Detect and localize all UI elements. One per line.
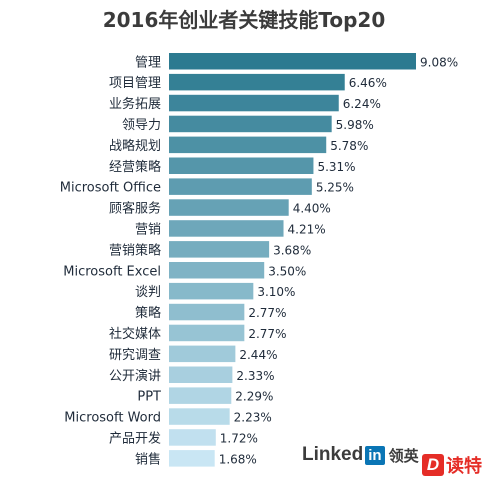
value-label: 4.21%: [288, 222, 326, 236]
value-label: 3.10%: [257, 285, 295, 299]
value-label: 2.77%: [248, 306, 286, 320]
bar: [169, 178, 312, 195]
value-label: 2.29%: [235, 390, 273, 404]
category-label: 领导力: [122, 118, 161, 133]
category-label: Microsoft Word: [64, 411, 161, 426]
category-label: 策略: [135, 305, 161, 321]
value-label: 2.44%: [239, 348, 277, 362]
bar: [169, 387, 232, 404]
category-label: 管理: [135, 55, 161, 70]
value-label: 6.46%: [349, 76, 387, 90]
bar: [169, 136, 327, 154]
value-label: 6.24%: [343, 97, 381, 111]
category-label: 研究调查: [109, 348, 161, 363]
bar: [169, 345, 236, 363]
chart-title: 2016年创业者关键技能Top20: [102, 8, 386, 32]
bar: [169, 262, 265, 279]
linkedin-cn-name: 领英: [388, 447, 419, 465]
bar: [169, 199, 289, 216]
category-label: 经营策略: [109, 159, 161, 175]
category-label: 社交媒体: [109, 326, 161, 342]
bar: [169, 241, 270, 258]
value-label: 5.98%: [336, 118, 374, 132]
category-label: 营销策略: [109, 242, 161, 258]
category-label: 项目管理: [109, 76, 161, 91]
bar: [169, 115, 332, 133]
bar: [169, 282, 254, 300]
value-label: 5.31%: [317, 160, 355, 174]
watermark-logo-icon: D: [422, 454, 444, 476]
watermark-text: 读特: [446, 456, 482, 477]
linkedin-wordmark: Linked: [302, 444, 364, 465]
value-label: 9.08%: [420, 55, 458, 69]
value-label: 1.72%: [220, 431, 258, 445]
category-label: 谈判: [135, 285, 161, 300]
value-label: 1.68%: [219, 452, 257, 466]
category-label: Microsoft Excel: [63, 264, 161, 279]
value-label: 2.77%: [248, 327, 286, 341]
category-label: PPT: [137, 390, 161, 405]
value-label: 3.50%: [268, 264, 306, 278]
bar: [169, 303, 245, 321]
bar: [169, 366, 233, 383]
linkedin-logo: Linked in 领英: [302, 444, 419, 466]
value-label: 3.68%: [273, 243, 311, 257]
value-label: 2.33%: [236, 369, 274, 383]
value-label: 4.40%: [293, 202, 331, 216]
value-label: 5.25%: [316, 181, 354, 195]
category-label: 营销: [135, 222, 161, 237]
bar: [169, 94, 339, 112]
watermark: D 读特: [422, 452, 482, 478]
bar: [169, 408, 230, 425]
category-label: Microsoft Office: [60, 181, 161, 196]
bar: [169, 429, 216, 446]
bar: [169, 157, 314, 174]
bar: [169, 220, 284, 237]
bar: [169, 324, 245, 342]
category-label: 顾客服务: [109, 201, 161, 217]
linkedin-in-badge: in: [365, 445, 385, 465]
category-label: 业务拓展: [109, 96, 161, 112]
category-label: 战略规划: [109, 138, 161, 154]
category-label: 销售: [135, 451, 161, 467]
bar: [169, 53, 416, 70]
bar: [169, 450, 215, 467]
value-label: 2.23%: [234, 411, 272, 425]
category-label: 公开演讲: [109, 368, 161, 384]
category-label: 产品开发: [109, 430, 161, 446]
value-label: 5.78%: [330, 139, 368, 153]
bar: [169, 73, 345, 91]
